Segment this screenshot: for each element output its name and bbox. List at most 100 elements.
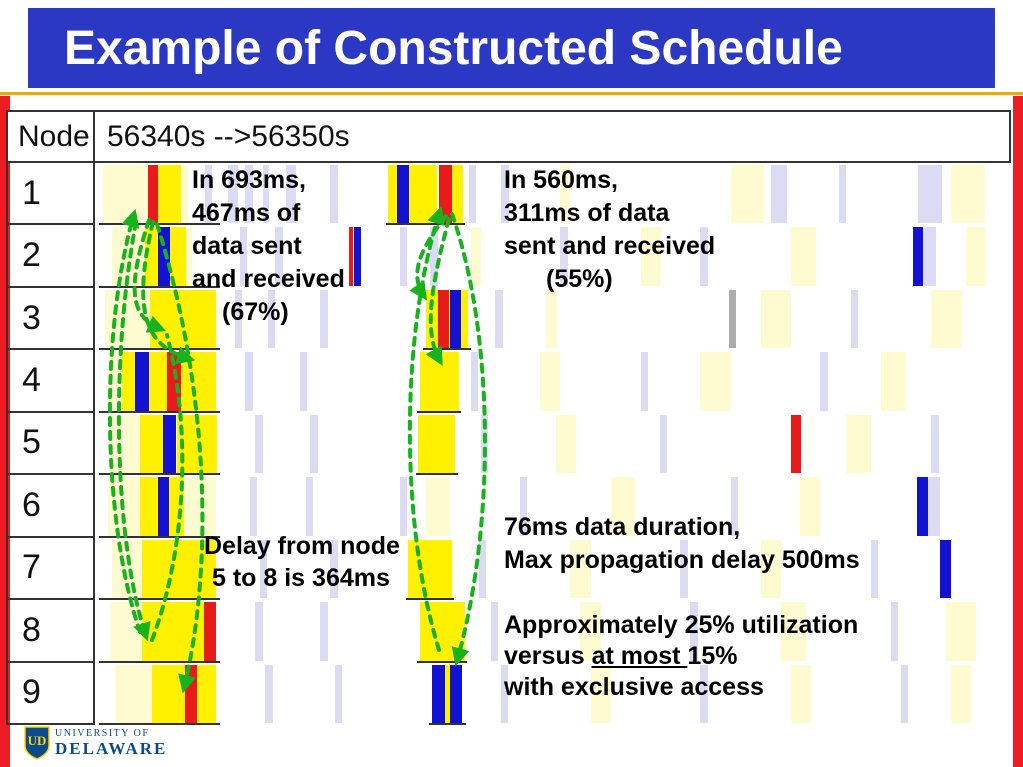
schedule-row-node-4: 4 [6, 350, 1011, 413]
schedule-bar [452, 165, 464, 224]
node-label: 3 [6, 287, 95, 351]
schedule-bar [109, 414, 140, 474]
time-range-header: 56340s -->56350s [95, 112, 1011, 161]
node-label: 5 [6, 412, 95, 476]
node-label: 8 [6, 600, 95, 663]
schedule-bar [334, 664, 343, 723]
schedule-bar [791, 414, 802, 474]
schedule-bar [966, 227, 987, 286]
node-label: 9 [6, 662, 95, 725]
schedule-bar [268, 289, 276, 349]
schedule-bar [520, 477, 528, 536]
schedule-bar [305, 477, 313, 536]
schedule-bar [660, 414, 668, 474]
schedule-bar [610, 477, 636, 536]
schedule-bar [791, 227, 816, 286]
schedule-bar [176, 414, 217, 474]
schedule-bar [940, 539, 951, 599]
schedule-bar [158, 165, 182, 224]
schedule-row-node-7: 7 [6, 537, 1011, 601]
row-divider-segment [417, 660, 467, 663]
schedule-row-node-2: 2 [6, 225, 1011, 288]
university-line: UNIVERSITY OF [55, 727, 150, 739]
schedule-bar [158, 477, 170, 536]
row-divider-segment [429, 722, 466, 725]
schedule-bar [580, 602, 601, 661]
schedule-bar [880, 352, 906, 411]
schedule-bar [945, 602, 977, 661]
schedule-bar [545, 289, 557, 349]
schedule-bar [227, 165, 238, 224]
schedule-bar [255, 602, 263, 661]
ud-shield-icon: UD [24, 726, 50, 760]
schedule-bar [700, 664, 708, 723]
schedule-bar [107, 352, 123, 411]
schedule-bar [931, 289, 962, 349]
schedule-bar [916, 477, 928, 536]
schedule-bar [115, 664, 152, 723]
node-label: 6 [6, 475, 95, 538]
schedule-bar [262, 165, 270, 224]
schedule-bar [850, 289, 858, 349]
schedule-bar [183, 477, 216, 536]
schedule-bar [418, 414, 455, 474]
schedule-bar [169, 477, 184, 536]
schedule-bar [461, 289, 468, 349]
schedule-bar [950, 165, 986, 224]
gold-divider [0, 92, 1023, 95]
schedule-bar [149, 289, 216, 349]
schedule-bar [912, 227, 924, 286]
title-bar: Example of Constructed Schedule [28, 8, 995, 88]
schedule-bar [450, 289, 462, 349]
schedule-bar [181, 165, 188, 224]
schedule-bar [560, 165, 571, 224]
schedule-bar [470, 227, 481, 286]
delaware-line: DELAWARE [55, 738, 168, 758]
schedule-bar [354, 227, 361, 286]
schedule-bar [438, 165, 453, 224]
schedule-bar [388, 165, 398, 224]
schedule-bar [771, 165, 787, 224]
schedule-bar [330, 539, 338, 599]
schedule-bar [239, 227, 248, 286]
schedule-bar [109, 602, 142, 661]
schedule-bar [184, 664, 197, 723]
schedule-bar [680, 539, 688, 599]
schedule-bar [149, 352, 168, 411]
schedule-track [95, 537, 1011, 601]
schedule-bar [409, 165, 437, 224]
schedule-bar [700, 352, 731, 411]
schedule-bar [310, 414, 318, 474]
schedule-track [95, 350, 1011, 413]
schedule-bar [437, 289, 449, 349]
schedule-bar [245, 352, 253, 411]
schedule-bar [478, 539, 487, 599]
schedule-bar [760, 539, 782, 599]
schedule-bar [590, 664, 611, 723]
schedule-bar [540, 352, 561, 411]
schedule-bar [275, 227, 283, 286]
schedule-bar [820, 352, 828, 411]
schedule-bar [348, 227, 354, 286]
schedule-bar [640, 352, 649, 411]
schedule-bar [891, 602, 899, 661]
schedule-bar [300, 352, 308, 411]
schedule-bar [870, 539, 879, 599]
ud-monogram: UD [28, 733, 47, 748]
schedule-bar [791, 664, 812, 723]
schedule-bar [730, 477, 739, 536]
schedule-bar [640, 227, 662, 286]
schedule-bar [141, 602, 204, 661]
ud-logo: UD UNIVERSITY OF DELAWARE [24, 726, 167, 760]
row-divider-segment [98, 722, 220, 725]
schedule-bar [781, 602, 806, 661]
schedule-bar [918, 165, 943, 224]
schedule-bar [408, 539, 453, 599]
schedule-row-node-3: 3 [6, 287, 1011, 351]
schedule-bar [259, 539, 268, 599]
schedule-bar [570, 539, 591, 599]
schedule-row-node-5: 5 [6, 412, 1011, 476]
schedule-bar [397, 165, 410, 224]
